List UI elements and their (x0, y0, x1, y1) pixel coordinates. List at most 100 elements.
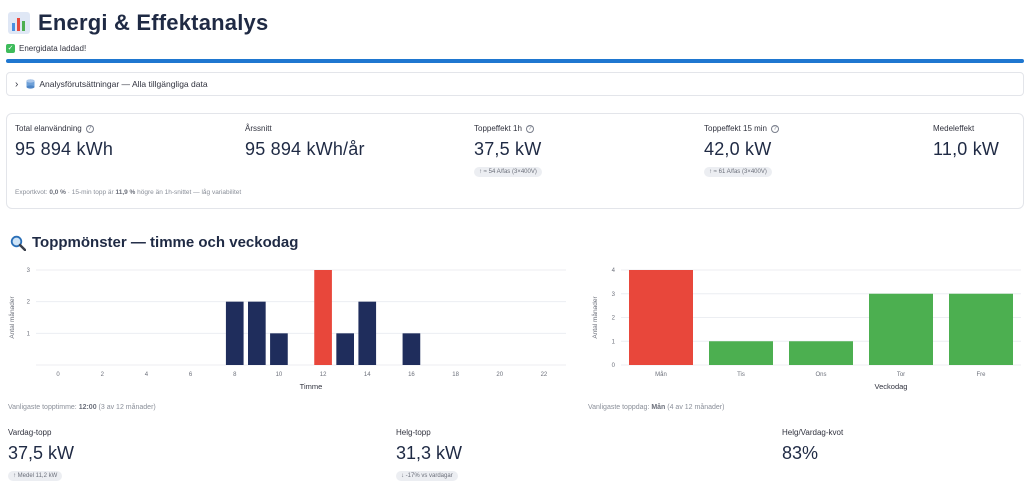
note-text: Vanligaste toppdag: (588, 404, 652, 411)
x-tick-label: Tor (897, 372, 905, 378)
metric-weekday-peak: Vardag-topp 37,5 kW ↑ Medel 11,2 kW (8, 428, 74, 482)
bar-fre (949, 293, 1013, 365)
x-tick-label: 4 (145, 372, 149, 378)
y-tick-label: 1 (612, 339, 616, 345)
x-tick-label: 10 (276, 372, 283, 378)
metric-annual-average: Årssnitt 95 894 kWh/år (245, 124, 365, 160)
metric-label: Helg/Vardag-kvot (782, 428, 844, 437)
progress-fill (6, 59, 1024, 63)
metric-peak-1h: Toppeffekt 1h? 37,5 kW ↑ ≈ 54 A/fas (3×4… (474, 124, 542, 178)
caption-peak-ratio: 11,9 % (115, 189, 136, 196)
metric-average-power: Medeleffekt 11,0 kW (933, 124, 999, 160)
metric-delta: ↑ ≈ 61 A/fas (3×400V) (704, 167, 772, 177)
y-tick-label: 3 (612, 292, 616, 298)
metric-total-consumption: Total elanvändning? 95 894 kWh (15, 124, 113, 160)
bar-hour-14 (358, 301, 377, 365)
metric-delta: ↑ Medel 11,2 kW (8, 471, 63, 481)
bar-hour-13 (336, 333, 354, 365)
metric-peak-15min: Toppeffekt 15 min? 42,0 kW ↑ ≈ 61 A/fas … (704, 124, 780, 178)
plot-area (36, 270, 566, 365)
bar-hour-10 (270, 333, 288, 365)
x-tick-label: 20 (496, 372, 503, 378)
metric-value: 31,3 kW (396, 443, 463, 463)
peak-hour-chart[interactable]: 1 2 3 0 2 4 6 8 10 12 14 16 18 20 22 Timme Antal månader (0, 258, 580, 398)
peak-day-note: Vanligaste toppdag: Mån (4 av 12 månader… (588, 404, 724, 411)
metric-delta: ↑ ≈ 54 A/fas (3×400V) (474, 167, 542, 177)
page-header: Energi & Effektanalys (8, 10, 268, 36)
caption-text: högre än 1h-snittet — låg variabilitet (135, 189, 242, 196)
x-tick-label: Mån (655, 371, 667, 378)
peak-weekday-chart-svg: 0 1 2 3 4 Mån Tis Ons Tor Fre Veckodag Antal månade… (591, 268, 1021, 391)
note-text: (3 av 12 månader) (96, 404, 156, 411)
status-text: Energidata laddad! (19, 44, 87, 53)
help-icon[interactable]: ? (525, 124, 534, 133)
metric-weekend-weekday-ratio: Helg/Vardag-kvot 83% (782, 428, 843, 464)
help-icon[interactable]: ? (771, 124, 780, 133)
section-title-text: Toppmönster — timme och veckodag (32, 234, 299, 251)
note-text: (4 av 12 månader) (665, 404, 725, 411)
y-tick-label: 0 (612, 363, 616, 369)
metric-value: 95 894 kWh (15, 139, 114, 159)
magnifier-icon (10, 235, 26, 251)
caption-text: Exportkvot: (15, 189, 50, 196)
y-tick-label: 3 (27, 268, 31, 274)
metric-value: 11,0 kW (933, 139, 1000, 159)
x-tick-label: 18 (452, 372, 459, 378)
analysis-settings-expander[interactable]: › Analysförutsättningar — Alla tillgängl… (6, 72, 1024, 96)
y-tick-label: 4 (612, 268, 616, 274)
note-value: 12:00 (78, 404, 97, 411)
x-tick-label: 22 (541, 372, 548, 378)
metric-weekend-peak: Helg-topp 31,3 kW ↓ -17% vs vardagar (396, 428, 462, 482)
metric-value: 37,5 kW (474, 139, 542, 159)
database-icon (26, 79, 35, 89)
chevron-right-icon: › (15, 78, 19, 90)
help-icon[interactable]: ? (85, 124, 94, 133)
metric-label: Årssnitt (245, 124, 272, 133)
x-axis-label: Timme (300, 382, 323, 391)
x-tick-label: 12 (320, 372, 327, 378)
x-tick-label: 2 (101, 372, 105, 378)
metric-label: Total elanvändning (15, 124, 82, 133)
bar-tor (869, 293, 933, 365)
y-tick-label: 2 (27, 300, 31, 306)
bar-tis (709, 341, 773, 365)
x-tick-label: 14 (364, 372, 371, 378)
x-tick-label: 6 (189, 372, 193, 378)
metrics-card: Total elanvändning? 95 894 kWh Årssnitt … (6, 113, 1024, 209)
bar-hour-8 (225, 301, 244, 365)
caption-export-ratio: 0,0 % (49, 189, 66, 196)
caption-text: · 15-min topp är (65, 189, 116, 196)
peak-hour-note: Vanligaste topptimme: 12:00 (3 av 12 mån… (8, 404, 156, 411)
metric-label: Toppeffekt 1h (474, 124, 522, 133)
metric-label: Medeleffekt (933, 124, 975, 133)
note-text: Vanligaste topptimme: (8, 404, 79, 411)
metrics-caption: Exportkvot: 0,0 % · 15-min topp är 11,9 … (15, 189, 241, 196)
bar-mån (629, 270, 693, 365)
metric-value: 42,0 kW (704, 139, 772, 159)
bar-hour-16 (402, 333, 421, 365)
peak-weekday-chart[interactable]: 0 1 2 3 4 Mån Tis Ons Tor Fre Veckodag Antal månade… (585, 258, 1024, 398)
y-axis-label: Antal månader (591, 296, 599, 339)
metric-label: Toppeffekt 15 min (704, 124, 768, 133)
x-tick-label: Ons (815, 372, 826, 378)
status-message: ✓ Energidata laddad! (6, 44, 86, 53)
metric-value: 83% (782, 443, 819, 463)
note-value: Mån (651, 404, 666, 411)
check-icon: ✓ (6, 44, 15, 53)
bar-hour-9 (248, 301, 266, 365)
metric-label: Vardag-topp (8, 428, 52, 437)
expander-label: Analysförutsättningar — Alla tillgänglig… (39, 79, 208, 89)
y-axis-label: Antal månader (8, 296, 16, 339)
progress-bar (6, 59, 1024, 63)
x-tick-label: 16 (408, 372, 415, 378)
page-title: Energi & Effektanalys (38, 10, 269, 35)
metric-value: 37,5 kW (8, 443, 75, 463)
section-title: Toppmönster — timme och veckodag (10, 234, 298, 251)
x-tick-label: Fre (977, 372, 987, 378)
y-tick-label: 1 (27, 331, 31, 337)
metric-label: Helg-topp (396, 428, 431, 437)
bar-ons (789, 341, 853, 365)
y-tick-label: 2 (612, 316, 616, 322)
x-axis-label: Veckodag (875, 382, 908, 391)
